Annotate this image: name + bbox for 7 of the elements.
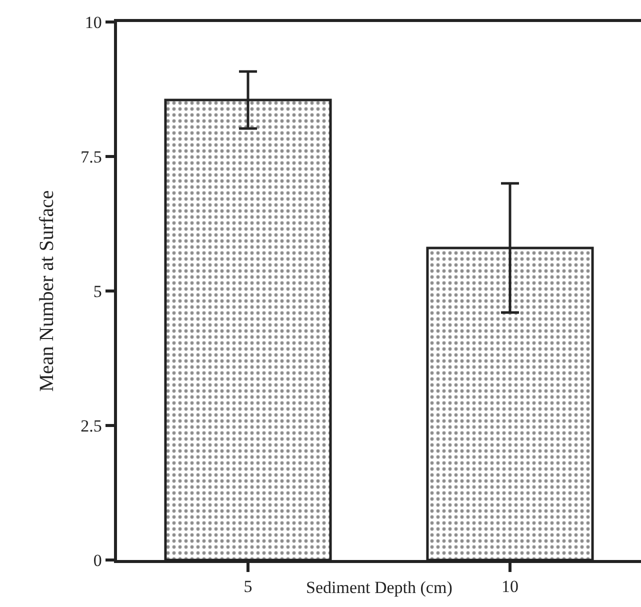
y-tick-label: 10	[84, 12, 102, 32]
y-axis-title: Mean Number at Surface	[36, 190, 58, 392]
y-tick-label: 2.5	[80, 416, 102, 436]
y-tick-label: 5	[93, 282, 102, 301]
y-tick-label: 0	[93, 550, 102, 570]
x-axis-title: Sediment Depth (cm)	[306, 578, 452, 597]
y-tick-label: 7.5	[80, 147, 102, 166]
